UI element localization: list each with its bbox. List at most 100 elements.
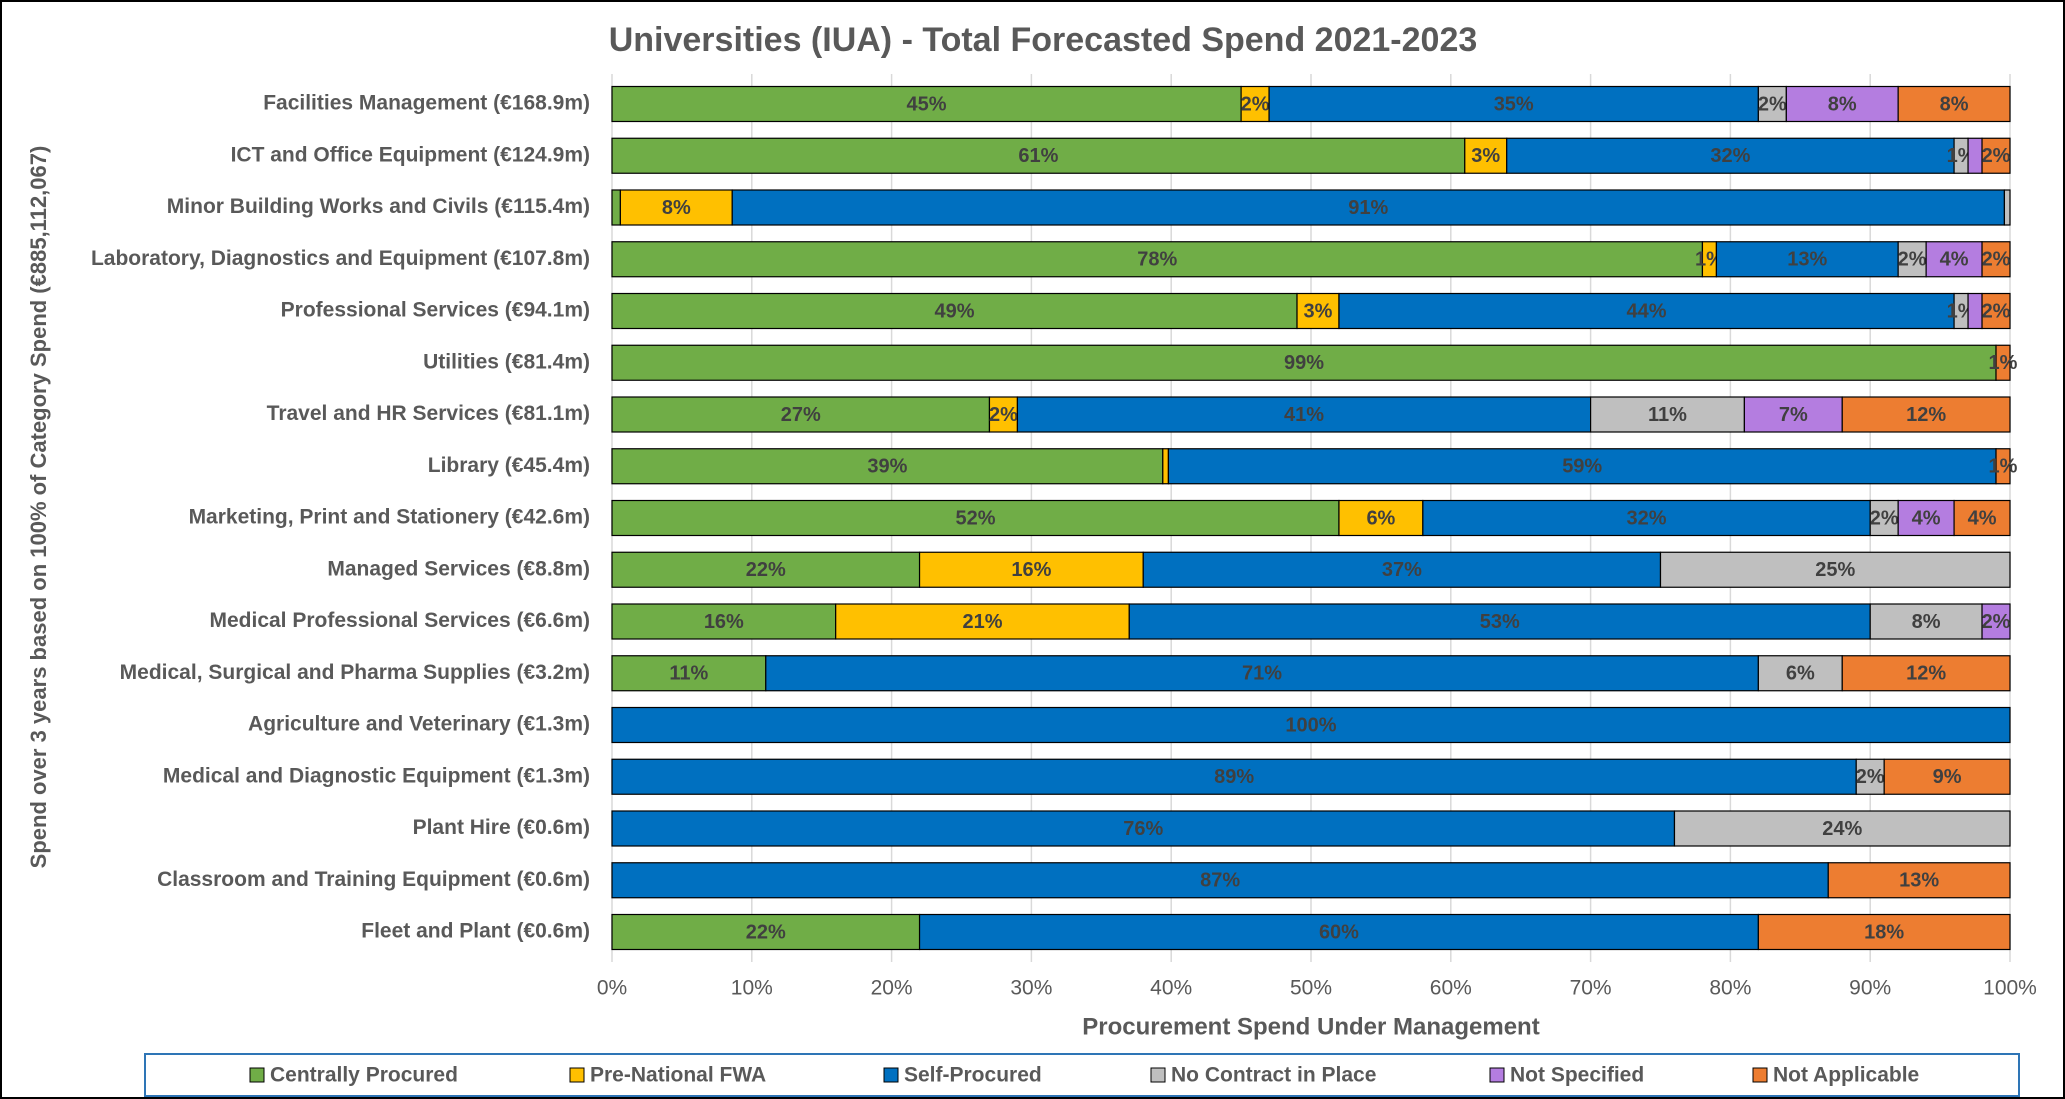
- bar-segment: [1981, 241, 2011, 278]
- data-label: 12%: [1906, 404, 1946, 426]
- bar-segment: [1855, 758, 1885, 795]
- data-label: 27%: [781, 404, 821, 426]
- y-tick-label: Fleet and Plant (€0.6m): [361, 920, 590, 943]
- data-label: 18%: [1864, 921, 1904, 943]
- bar-segment: [611, 551, 921, 588]
- data-label: 39%: [867, 456, 907, 478]
- chart-title: Universities (IUA) - Total Forecasted Sp…: [609, 21, 1478, 59]
- bar-segment: [1167, 448, 1997, 485]
- bar-segment: [2003, 189, 2011, 226]
- data-label: 53%: [1480, 611, 1520, 633]
- data-label: 44%: [1627, 300, 1667, 322]
- data-label: 3%: [1471, 145, 1500, 167]
- data-label: 91%: [1348, 197, 1388, 219]
- data-label: 1%: [1989, 352, 2018, 374]
- data-label: 37%: [1382, 559, 1422, 581]
- legend-label: Pre-National FWA: [590, 1064, 766, 1087]
- data-label: 12%: [1906, 663, 1946, 685]
- bar-segment: [611, 189, 621, 226]
- data-label: 6%: [1786, 663, 1815, 685]
- bar-segment: [1162, 448, 1170, 485]
- y-tick-label: Professional Services (€94.1m): [281, 299, 590, 322]
- x-tick-label: 70%: [1570, 977, 1612, 1000]
- bar-segment: [1422, 499, 1871, 537]
- y-tick-label: Minor Building Works and Civils (€115.4m…: [167, 195, 590, 218]
- bar-segment: [1743, 396, 1843, 433]
- bar-segment: [1757, 85, 1787, 123]
- y-tick-label: Classroom and Training Equipment (€0.6m): [157, 868, 590, 891]
- bar-segment: [1589, 396, 1745, 433]
- data-label: 2%: [1982, 249, 2011, 271]
- data-label: 59%: [1562, 456, 1602, 478]
- bar-segment: [835, 603, 1130, 640]
- y-tick-label: Agriculture and Veterinary (€1.3m): [248, 713, 590, 736]
- bar-segment: [1967, 137, 1983, 174]
- data-label: 8%: [1912, 611, 1941, 633]
- bar-segment: [611, 706, 2011, 744]
- data-label: 21%: [962, 611, 1002, 633]
- bar-segment: [611, 862, 1829, 899]
- data-label: 4%: [1912, 507, 1941, 529]
- bar-segment: [1897, 85, 2011, 123]
- data-label: 89%: [1214, 766, 1254, 788]
- x-tick-label: 30%: [1010, 977, 1052, 1000]
- y-tick-label: Medical and Diagnostic Equipment (€1.3m): [163, 764, 590, 787]
- x-tick-label: 100%: [1983, 977, 2037, 1000]
- bar-segment: [1757, 655, 1843, 692]
- data-label: 2%: [1856, 766, 1885, 788]
- data-label: 13%: [1899, 870, 1939, 892]
- data-label: 24%: [1822, 818, 1862, 840]
- data-label: 2%: [1982, 300, 2011, 322]
- data-label: 4%: [1940, 249, 1969, 271]
- bar-segment: [765, 655, 1759, 692]
- bar-segment: [1827, 862, 2011, 899]
- x-tick-label: 20%: [871, 977, 913, 1000]
- legend-swatch: [1752, 1067, 1768, 1083]
- y-axis-label: Spend over 3 years based on 100% of Cate…: [26, 146, 51, 869]
- data-label: 2%: [1758, 93, 1787, 115]
- bar-segment: [1338, 499, 1424, 537]
- bar-segment: [611, 655, 767, 692]
- bar-segment: [1883, 758, 2011, 795]
- bar-segment: [1981, 137, 2011, 174]
- legend-swatch: [1489, 1067, 1505, 1083]
- data-label: 11%: [1648, 404, 1687, 426]
- data-label: 22%: [746, 921, 786, 943]
- bar-segment: [1841, 396, 2011, 433]
- data-label: 99%: [1284, 352, 1324, 374]
- y-tick-label: Library (€45.4m): [428, 454, 590, 477]
- bar-segment: [1785, 85, 1899, 123]
- legend-box: [144, 1053, 2020, 1097]
- legend-label: No Contract in Place: [1171, 1064, 1376, 1087]
- data-label: 71%: [1242, 663, 1282, 685]
- legend-swatch: [1150, 1067, 1166, 1083]
- data-label: 22%: [746, 559, 786, 581]
- data-label: 6%: [1366, 507, 1395, 529]
- bar-segment: [1673, 810, 2011, 847]
- legend-label: Centrally Procured: [270, 1064, 458, 1087]
- y-tick-label: ICT and Office Equipment (€124.9m): [231, 143, 590, 166]
- data-label: 52%: [955, 507, 995, 529]
- legend-swatch: [883, 1067, 899, 1083]
- bar-segment: [1981, 603, 2011, 640]
- legend-swatch: [569, 1067, 585, 1083]
- y-tick-label: Travel and HR Services (€81.1m): [267, 402, 590, 425]
- data-label: 60%: [1319, 921, 1359, 943]
- data-label: 4%: [1968, 507, 1997, 529]
- data-label: 13%: [1787, 249, 1827, 271]
- bar-segment: [1967, 292, 1983, 330]
- y-tick-label: Marketing, Print and Stationery (€42.6m): [189, 506, 590, 529]
- y-tick-label: Medical Professional Services (€6.6m): [209, 609, 590, 632]
- bar-segment: [611, 758, 1857, 795]
- data-label: 8%: [662, 197, 691, 219]
- bar-segment: [1757, 913, 2011, 951]
- bar-segment: [1296, 292, 1340, 330]
- bar-segment: [611, 344, 1997, 381]
- y-tick-label: Managed Services (€8.8m): [327, 557, 590, 580]
- data-label: 76%: [1123, 818, 1163, 840]
- data-label: 1%: [1989, 456, 2018, 478]
- data-label: 35%: [1494, 93, 1534, 115]
- data-label: 61%: [1018, 145, 1058, 167]
- data-label: 3%: [1304, 300, 1333, 322]
- bar-segment: [918, 913, 1759, 951]
